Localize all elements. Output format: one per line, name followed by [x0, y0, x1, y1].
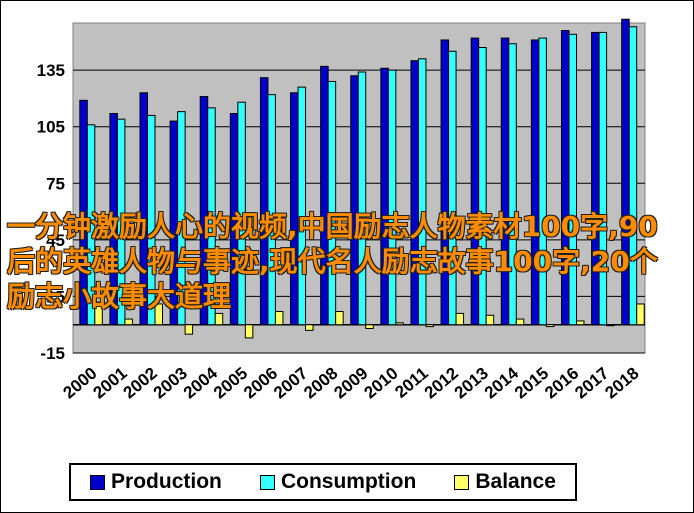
production-bar: [410, 60, 419, 326]
balance-bar: [606, 324, 615, 327]
balance-bar: [154, 303, 164, 326]
production-bar: [169, 120, 179, 326]
production-bar: [229, 113, 239, 326]
consumption-bar: [448, 50, 457, 326]
production-bar: [139, 92, 149, 326]
consumption-bar: [177, 111, 186, 326]
legend-item-balance: Balance: [454, 470, 556, 494]
production-bar: [380, 67, 389, 326]
production-bar: [109, 113, 118, 326]
balance-bar: [305, 324, 314, 331]
consumption-bar: [628, 26, 638, 326]
legend-item-production: Production: [90, 470, 222, 494]
balance-bar: [425, 324, 434, 328]
production-bar: [560, 30, 570, 326]
y-tick-label: 15: [46, 287, 65, 306]
production-bar: [259, 77, 269, 326]
balance-bar: [124, 318, 133, 326]
legend-swatch-consumption: [259, 474, 275, 490]
consumption-bar: [387, 69, 397, 326]
consumption-bar: [267, 94, 276, 326]
balance-bar: [545, 324, 555, 328]
x-tick-label: 2018: [601, 364, 642, 403]
production-bar: [79, 99, 88, 326]
legend-label-production: Production: [111, 470, 222, 493]
production-bar: [320, 65, 329, 326]
production-bar: [500, 37, 510, 326]
production-bar: [530, 39, 540, 326]
production-bar: [199, 96, 209, 326]
consumption-bar: [478, 47, 487, 326]
balance-bar: [365, 324, 374, 329]
production-bar: [350, 75, 359, 326]
consumption-bar: [417, 58, 427, 326]
balance-bar: [94, 301, 103, 326]
balance-bar: [335, 311, 344, 326]
balance-bar: [274, 311, 284, 326]
consumption-bar: [297, 86, 307, 326]
balance-bar: [485, 314, 495, 326]
consumption-bar: [86, 124, 96, 326]
legend-label-consumption: Consumption: [280, 470, 417, 493]
legend: Production Consumption Balance: [69, 463, 577, 501]
y-tick-label: 45: [46, 231, 65, 250]
production-bar: [290, 92, 299, 326]
consumption-bar: [568, 33, 577, 326]
consumption-bar: [598, 31, 608, 326]
legend-swatch-balance: [454, 474, 470, 490]
consumption-bar: [327, 80, 337, 326]
y-tick-label: 105: [37, 118, 65, 137]
consumption-bar: [207, 107, 216, 326]
production-bar: [591, 31, 600, 326]
balance-bar: [395, 322, 404, 326]
legend-swatch-production: [90, 474, 106, 490]
production-bar: [621, 18, 630, 326]
balance-bar: [455, 312, 465, 326]
y-tick-label: 75: [46, 174, 65, 193]
legend-label-balance: Balance: [475, 470, 556, 493]
legend-item-consumption: Consumption: [259, 470, 417, 494]
balance-bar: [515, 318, 525, 326]
consumption-bar: [147, 114, 156, 326]
balance-bar: [184, 324, 194, 335]
production-bar: [470, 37, 480, 326]
consumption-bar: [538, 37, 547, 326]
balance-bar: [214, 312, 224, 326]
balance-bar: [575, 320, 585, 326]
consumption-bar: [237, 101, 246, 326]
consumption-bar: [116, 118, 126, 326]
y-tick-label: -15: [40, 344, 65, 363]
consumption-bar: [508, 43, 517, 326]
production-bar: [440, 39, 450, 326]
balance-bar: [636, 303, 645, 326]
balance-bar: [244, 324, 254, 339]
y-tick-label: 135: [37, 61, 65, 80]
consumption-bar: [357, 71, 367, 326]
